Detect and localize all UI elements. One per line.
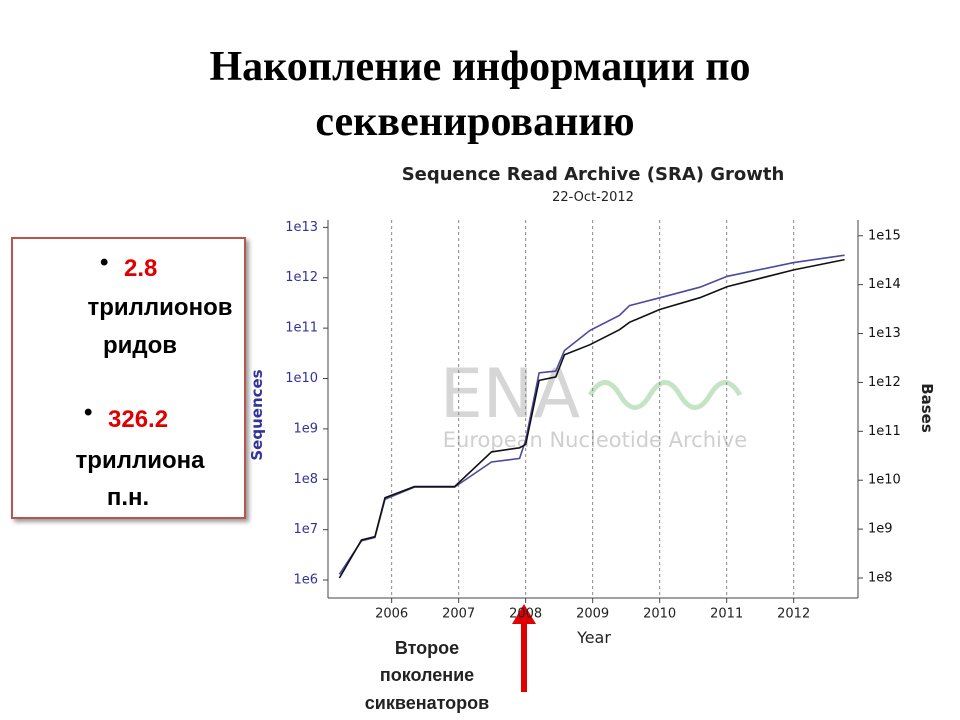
x-tick-label: 2006 bbox=[375, 607, 408, 622]
y-tick-label: 1e9 bbox=[868, 522, 893, 537]
slide-title: секвенированию bbox=[315, 99, 634, 145]
slide-title: Накопление информации по bbox=[209, 44, 750, 90]
y-tick-label: 1e10 bbox=[868, 473, 901, 488]
watermark-wave bbox=[587, 380, 743, 410]
annotation: Второе bbox=[395, 638, 459, 658]
bullet-text: п.н. bbox=[107, 484, 149, 511]
y-tick-label: 1e13 bbox=[285, 220, 318, 235]
arrow-head bbox=[512, 604, 536, 624]
series-line bbox=[338, 258, 845, 579]
info-box bbox=[11, 237, 246, 519]
y-tick-label: 1e10 bbox=[285, 371, 318, 386]
x-tick-label: 2009 bbox=[576, 607, 609, 622]
y-tick-label: 1e6 bbox=[293, 573, 318, 588]
y-tick-label: 1e11 bbox=[868, 424, 901, 439]
chart: Sequence Read Archive (SRA) Growth 22-Oc… bbox=[248, 164, 936, 647]
bullet-value: 326.2 bbox=[108, 406, 168, 433]
chart-title: Sequence Read Archive (SRA) Growth bbox=[402, 164, 785, 185]
bullet-text: ридов bbox=[103, 332, 177, 359]
x-tick-label: 2012 bbox=[777, 607, 810, 622]
x-tick-label: 2007 bbox=[442, 607, 475, 622]
y-tick-label: 1e8 bbox=[293, 472, 318, 487]
y-tick-label: 1e15 bbox=[868, 228, 901, 243]
y-tick-label: 1e11 bbox=[285, 321, 318, 336]
annotation: поколение bbox=[380, 665, 474, 685]
bullet-value: 2.8 bbox=[124, 255, 157, 282]
bullet: • bbox=[100, 249, 108, 276]
x-axis-label: Year bbox=[576, 628, 611, 647]
y2-axis-label: Bases bbox=[918, 383, 936, 433]
y-tick-label: 1e12 bbox=[868, 375, 901, 390]
y-tick-label: 1e7 bbox=[293, 522, 318, 537]
bullet: • bbox=[84, 399, 92, 426]
x-tick-label: 2011 bbox=[710, 607, 743, 622]
annotation: сиквенаторов bbox=[365, 693, 489, 713]
y-axis-label: Sequences bbox=[248, 369, 266, 460]
y-tick-label: 1e14 bbox=[868, 277, 901, 292]
y-tick-label: 1e8 bbox=[868, 571, 893, 586]
y-tick-label: 1e12 bbox=[285, 270, 318, 285]
y-tick-label: 1e13 bbox=[868, 326, 901, 341]
watermark: European Nucleotide Archive bbox=[443, 428, 747, 452]
x-tick-label: 2010 bbox=[643, 607, 676, 622]
y-tick-label: 1e9 bbox=[293, 421, 318, 436]
bullet-text: триллиона bbox=[76, 447, 206, 474]
bullet-text: триллионов bbox=[88, 294, 233, 321]
x-tick-label: 2008 bbox=[509, 607, 542, 622]
chart-subtitle: 22-Oct-2012 bbox=[552, 190, 634, 205]
series-line bbox=[338, 254, 845, 575]
